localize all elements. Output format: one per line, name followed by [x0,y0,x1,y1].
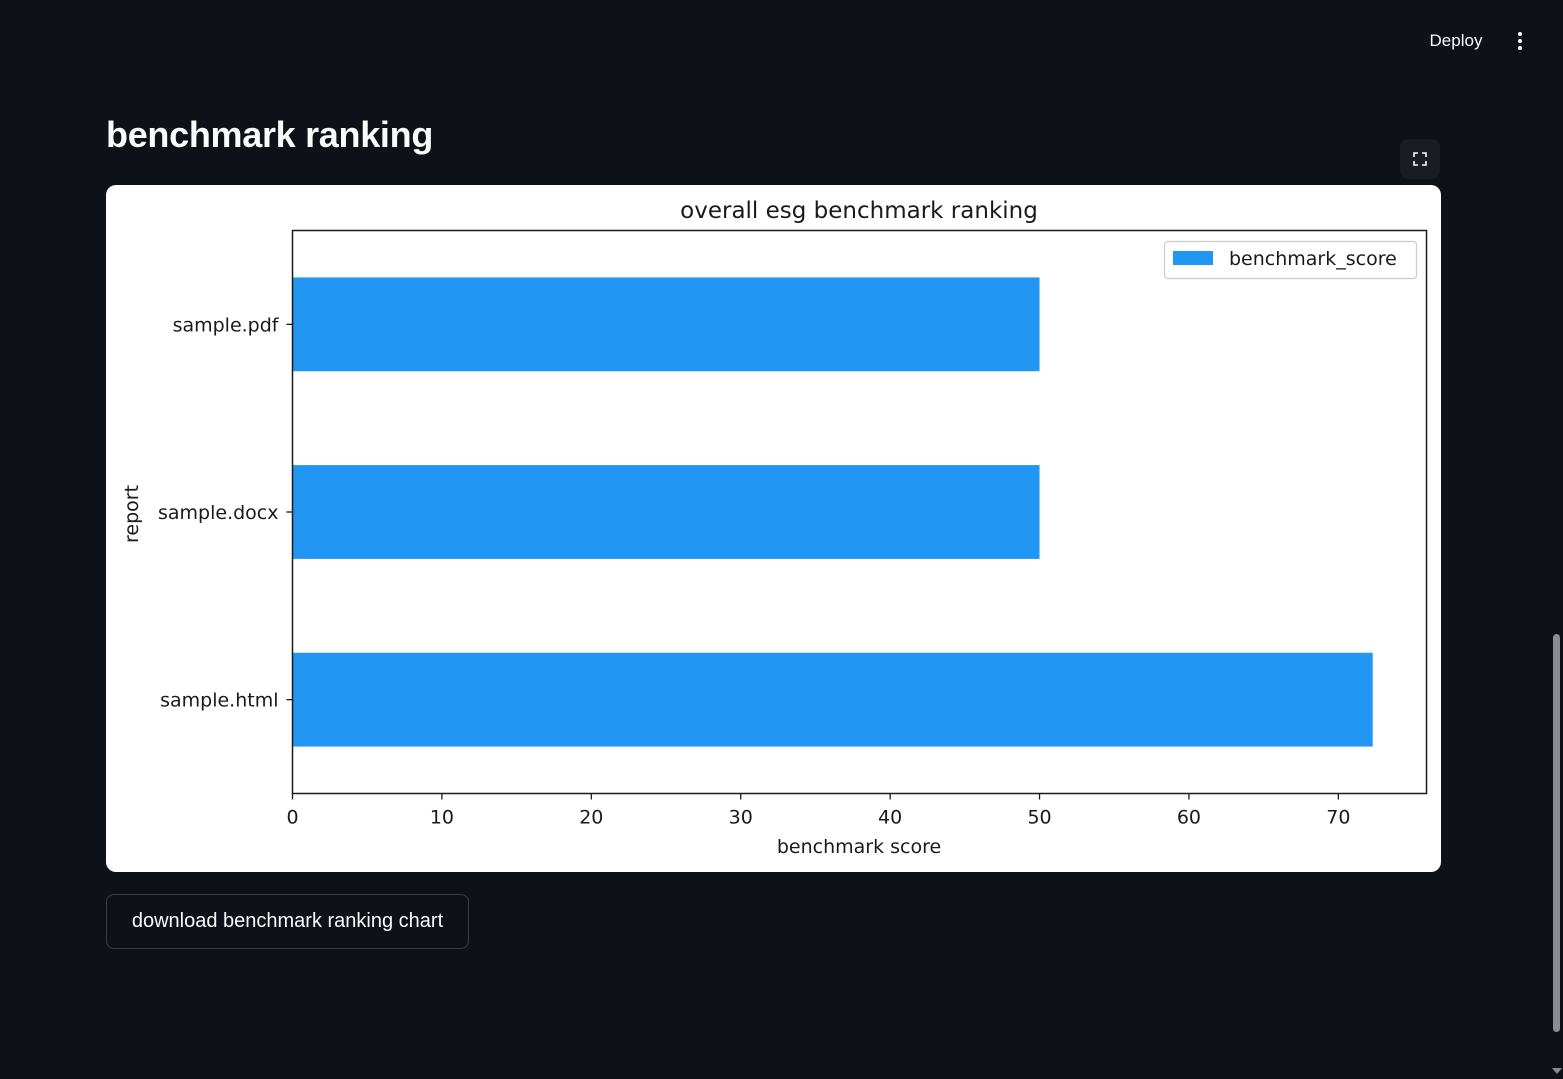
legend: benchmark_score [1163,240,1418,280]
bar-sample-pdf [292,277,1040,372]
menu-dot [1518,32,1522,36]
chart-container: overall esg benchmark ranking benchmark … [106,185,1441,872]
x-tick-label: 50 [1027,807,1051,829]
scroll-down-arrow-icon[interactable] [1552,1068,1562,1074]
bar-sample-docx [292,465,1040,559]
y-axis-label: report [121,485,143,543]
download-chart-button[interactable]: download benchmark ranking chart [106,894,469,949]
menu-dot [1518,39,1522,43]
plot-frame [291,229,1428,795]
page-title: benchmark ranking [106,114,434,155]
legend-box [1163,240,1418,280]
legend-swatch [1173,251,1213,265]
fullscreen-button[interactable] [1400,139,1440,179]
deploy-button[interactable]: Deploy [1429,31,1483,50]
x-tick-label: 30 [729,807,753,829]
scrollbar-thumb[interactable] [1553,634,1560,1032]
x-tick-label: 0 [286,807,298,829]
fullscreen-icon [1413,152,1427,166]
x-tick-label: 20 [579,807,603,829]
y-tick-label: sample.docx [158,502,279,524]
bar-sample-html [292,652,1373,747]
chart-title: overall esg benchmark ranking [680,198,1038,224]
menu-dot [1518,46,1522,50]
x-tick-label: 70 [1326,807,1350,829]
x-tick-label: 10 [430,807,454,829]
benchmark-chart: overall esg benchmark ranking benchmark … [121,198,1428,858]
x-axis-label: benchmark score [777,836,941,858]
y-tick-label: sample.pdf [173,314,280,336]
main-menu-icon[interactable] [1504,24,1536,58]
x-tick-label: 60 [1177,807,1201,829]
y-tick-label: sample.html [160,690,278,712]
legend-label: benchmark_score [1229,248,1397,270]
x-tick-label: 40 [878,807,902,829]
